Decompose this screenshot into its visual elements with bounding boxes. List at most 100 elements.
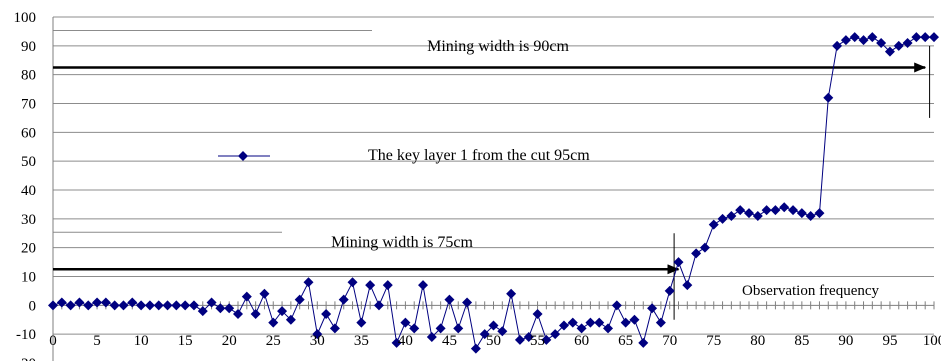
data-point bbox=[884, 46, 895, 57]
y-tick-labels: -20 -10 0 10 20 30 40 50 60 70 80 90 100 bbox=[14, 10, 37, 361]
data-point bbox=[488, 320, 499, 331]
x-tick-label: 60 bbox=[574, 333, 589, 349]
data-point bbox=[285, 314, 296, 325]
y-tick-label: 70 bbox=[21, 97, 36, 113]
y-tick-label: 100 bbox=[14, 10, 37, 26]
data-point bbox=[92, 297, 103, 308]
x-tick-label: 100 bbox=[923, 333, 941, 349]
data-point bbox=[356, 317, 367, 328]
data-point bbox=[162, 300, 173, 311]
data-point bbox=[144, 300, 155, 311]
y-tick-label: 30 bbox=[21, 212, 36, 228]
data-point bbox=[197, 306, 208, 317]
x-tick-label: 40 bbox=[398, 333, 413, 349]
x-tick-label: 0 bbox=[49, 333, 57, 349]
data-point bbox=[840, 35, 851, 46]
data-point bbox=[629, 314, 640, 325]
data-point bbox=[241, 291, 252, 302]
x-tick-label: 10 bbox=[134, 333, 149, 349]
x-tick-label: 55 bbox=[530, 333, 545, 349]
y-tick-label: -20 bbox=[16, 356, 36, 361]
data-point bbox=[206, 297, 217, 308]
data-point bbox=[638, 337, 649, 348]
data-point bbox=[444, 294, 455, 305]
y-tick-label: 90 bbox=[21, 39, 36, 55]
data-point bbox=[479, 329, 490, 340]
data-point bbox=[514, 334, 525, 345]
data-point bbox=[849, 32, 860, 43]
data-point bbox=[497, 326, 508, 337]
data-point bbox=[391, 337, 402, 348]
data-point bbox=[215, 303, 226, 314]
data-point bbox=[911, 32, 922, 43]
x-axis-title: Observation frequency bbox=[742, 283, 880, 299]
x-tick-label: 95 bbox=[882, 333, 897, 349]
data-point bbox=[788, 205, 799, 216]
data-point bbox=[920, 32, 931, 43]
data-point bbox=[118, 300, 129, 311]
x-tick-label: 45 bbox=[442, 333, 457, 349]
data-point bbox=[691, 248, 702, 259]
data-point bbox=[594, 317, 605, 328]
data-point bbox=[752, 210, 763, 221]
y-tick-label: 0 bbox=[29, 298, 37, 314]
data-point bbox=[796, 208, 807, 219]
data-point bbox=[418, 280, 429, 291]
y-tick-label: 40 bbox=[21, 183, 36, 199]
data-point bbox=[647, 303, 658, 314]
data-point bbox=[708, 219, 719, 230]
data-point bbox=[576, 323, 587, 334]
data-point bbox=[567, 317, 578, 328]
data-point bbox=[347, 277, 358, 288]
data-point bbox=[814, 208, 825, 219]
x-tick-label: 20 bbox=[222, 333, 237, 349]
data-point bbox=[268, 317, 279, 328]
data-point bbox=[83, 300, 94, 311]
data-point bbox=[550, 329, 561, 340]
data-point bbox=[541, 334, 552, 345]
data-point bbox=[470, 343, 481, 354]
x-tick-label: 70 bbox=[662, 333, 677, 349]
data-point bbox=[743, 208, 754, 219]
data-point bbox=[735, 205, 746, 216]
data-point bbox=[585, 317, 596, 328]
data-point bbox=[435, 323, 446, 334]
data-point bbox=[74, 297, 85, 308]
y-tick-label: 60 bbox=[21, 125, 36, 141]
data-point bbox=[603, 323, 614, 334]
data-point bbox=[329, 323, 340, 334]
data-point bbox=[893, 40, 904, 51]
data-point bbox=[373, 300, 384, 311]
legend-label: The key layer 1 from the cut 95cm bbox=[368, 147, 590, 164]
data-point bbox=[779, 202, 790, 213]
data-point bbox=[664, 285, 675, 296]
x-tick-label: 15 bbox=[178, 333, 193, 349]
data-point bbox=[109, 300, 120, 311]
data-point bbox=[867, 32, 878, 43]
data-point bbox=[823, 92, 834, 103]
data-point bbox=[409, 323, 420, 334]
data-point bbox=[321, 308, 332, 319]
grid-layer bbox=[53, 16, 934, 335]
data-point bbox=[558, 320, 569, 331]
y-tick-label: 80 bbox=[21, 68, 36, 84]
data-point bbox=[136, 300, 147, 311]
data-point bbox=[673, 257, 684, 268]
data-point bbox=[929, 32, 939, 43]
data-point bbox=[400, 317, 411, 328]
data-point bbox=[902, 37, 913, 48]
x-tick-labels: 0 5 10 15 20 25 30 35 40 45 50 55 60 65 70 75 80 85 90 95 10… bbox=[49, 333, 941, 349]
data-point bbox=[717, 213, 728, 224]
data-point bbox=[611, 300, 622, 311]
data-point bbox=[655, 317, 666, 328]
data-point bbox=[858, 35, 869, 46]
x-tick-label: 75 bbox=[706, 333, 721, 349]
data-point bbox=[699, 242, 710, 253]
x-tick-label: 30 bbox=[310, 333, 325, 349]
data-point bbox=[761, 205, 772, 216]
data-point bbox=[523, 332, 534, 343]
data-point bbox=[726, 210, 737, 221]
y-tick-label: 50 bbox=[21, 154, 36, 170]
y-tick-label: -10 bbox=[16, 327, 36, 343]
